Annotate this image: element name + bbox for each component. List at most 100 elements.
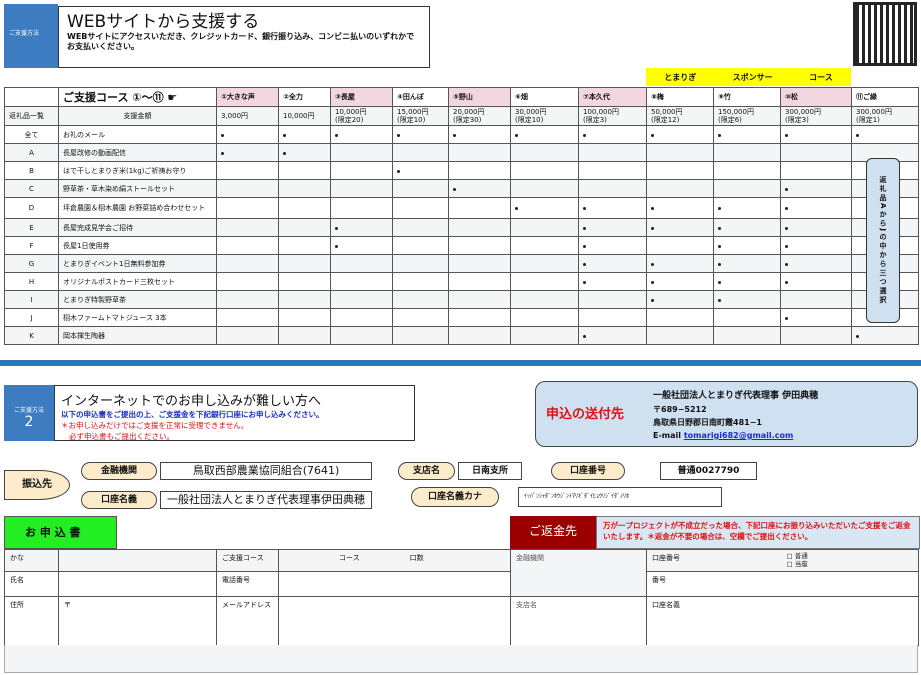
course-header: ⑨竹 <box>713 87 781 107</box>
course-col-label: コース <box>339 554 360 562</box>
course-cell <box>713 143 781 162</box>
refund-bank-input[interactable]: 金融機関 <box>510 549 647 597</box>
course-header: ①大きな声 <box>216 87 279 107</box>
address-input[interactable]: 〒 <box>58 596 217 646</box>
course-cell <box>713 308 781 327</box>
course-cell <box>448 236 511 255</box>
course-cell <box>646 161 714 180</box>
included-dot <box>856 334 859 338</box>
course-cell <box>578 290 647 309</box>
course-cell <box>448 290 511 309</box>
course-cell <box>330 254 393 273</box>
branch-value: 日南支所 <box>458 462 522 480</box>
send-org: 一般社団法人とまりぎ代表理事 伊田典穂 <box>653 391 819 401</box>
course-cell <box>448 272 511 291</box>
course-cell <box>578 179 647 198</box>
course-cell <box>780 308 852 327</box>
course-cell <box>330 308 393 327</box>
return-item: お礼のメール <box>58 125 217 144</box>
return-item: 栩木ファームトマトジュース 3本 <box>58 308 217 327</box>
course-cell <box>448 143 511 162</box>
return-item: とまりぎ特製野草茶 <box>58 290 217 309</box>
course-cell <box>510 290 579 309</box>
included-dot <box>785 280 788 284</box>
included-dot <box>718 244 721 248</box>
course-cell <box>216 236 279 255</box>
course-cell <box>330 236 393 255</box>
course-cell <box>780 161 852 180</box>
corner-cell <box>4 87 59 107</box>
included-dot <box>718 280 721 284</box>
course-cell <box>780 143 852 162</box>
course-header: ⑪ご縁 <box>851 87 919 107</box>
included-dot <box>283 151 286 155</box>
method1-desc: WEBサイトにアクセスいただき、クレジットカード、銀行振り込み、コンビニ払いのい… <box>67 32 415 51</box>
account-kana-value: ｲｯﾊﾟﾝｼｬﾀﾞﾝﾎｳｼﾞﾝﾄﾏﾘｷﾞﾀﾞｲﾋｮｳﾘｼﾞｲﾀﾞﾉﾘﾎ <box>518 487 722 507</box>
name-input[interactable] <box>58 571 217 597</box>
included-dot <box>785 316 788 320</box>
course-cell <box>578 143 647 162</box>
course-price: 150,000円 (限定6) <box>713 106 781 126</box>
toza-label: 当座 <box>794 559 808 568</box>
footer-area <box>4 645 918 673</box>
course-cell <box>216 308 279 327</box>
included-dot <box>785 133 788 137</box>
email-input[interactable] <box>278 596 511 646</box>
course-cell <box>578 125 647 144</box>
included-dot <box>785 226 788 230</box>
refund-number-label: 番号 <box>652 576 666 584</box>
return-item: とまりぎイベント1日無料参加券 <box>58 254 217 273</box>
course-cell <box>646 308 714 327</box>
email-link[interactable]: tomarigi682@gmail.com <box>683 431 794 440</box>
send-address: 鳥取県日野郡日南町霞481−1 <box>653 418 762 427</box>
course-header-label: ご支援コース ①〜⑪ ☛ <box>58 87 217 107</box>
included-dot <box>785 262 788 266</box>
refund-branch-input[interactable]: 支店名 <box>510 596 647 646</box>
course-cell <box>392 254 449 273</box>
table-row: D 坪倉農園＆栩木農園 お野菜詰め合わせセット <box>4 197 919 219</box>
included-dot <box>335 226 338 230</box>
kana-input[interactable] <box>58 549 217 572</box>
refund-acct-name-input[interactable]: 口座名義 <box>646 596 919 646</box>
toza-checkbox[interactable]: □ <box>786 559 795 568</box>
qr-code[interactable] <box>853 2 917 66</box>
refund-note: 万が一プロジェクトが不成立だった場合、下記口座にお振り込みいただいたご支援をご返… <box>596 516 920 549</box>
included-dot <box>651 207 654 210</box>
price: 10,000円 <box>335 108 367 116</box>
application-form-title: お 申 込 書 <box>4 516 117 549</box>
transfer-label: 振込先 <box>4 470 70 500</box>
refund-branch-label: 支店名 <box>516 601 537 609</box>
course-header: ⑩松 <box>780 87 852 107</box>
course-cell <box>510 272 579 291</box>
included-dot <box>397 133 400 137</box>
refund-number-input[interactable]: 番号 <box>646 571 919 597</box>
returns-table: ご支援コース ①〜⑪ ☛ ①大きな声 ②全力 ③長屋 ④田んぼ ⑤野山 ⑥畑 ⑦本久代 ⑧梅 ⑨竹… <box>4 87 919 345</box>
course-cell <box>278 272 331 291</box>
phone-input[interactable] <box>278 571 511 597</box>
course-cell <box>448 125 511 144</box>
selection-note: 返礼品AからJの中から三つ選択 <box>866 158 900 323</box>
return-code: 全て <box>4 125 59 144</box>
table-row: C 野草茶・草木染め絹ストールセット <box>4 179 919 198</box>
course-cell <box>448 179 511 198</box>
course-cell <box>780 236 852 255</box>
included-dot <box>583 262 586 266</box>
included-dot <box>335 244 338 248</box>
included-dot <box>651 226 654 230</box>
course-price: 300,000円 (限定3) <box>780 106 852 126</box>
course-cell <box>278 236 331 255</box>
included-dot <box>583 226 586 230</box>
address-label: 住所 <box>4 596 59 646</box>
included-dot <box>453 187 456 191</box>
course-price: 20,000円 (限定30) <box>448 106 511 126</box>
price: 20,000円 <box>453 108 485 116</box>
course-cell <box>448 218 511 237</box>
method2-number: 2 <box>24 414 34 430</box>
futsu-checkbox[interactable]: □ <box>786 551 795 560</box>
course-input[interactable]: コース 口数 <box>278 549 511 572</box>
return-code: H <box>4 272 59 291</box>
sponsor-band-text: スポンサー <box>732 72 773 82</box>
course-cell <box>780 218 852 237</box>
course-cell <box>578 254 647 273</box>
price: 300,000円 <box>785 108 821 116</box>
